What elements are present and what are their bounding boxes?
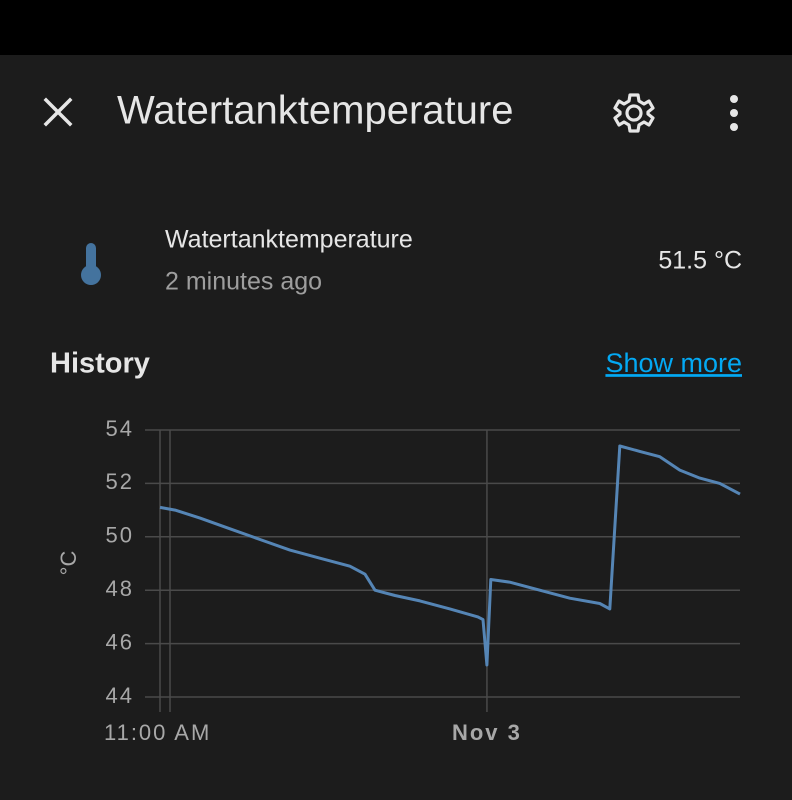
y-tick-label: 46 xyxy=(106,629,134,654)
close-button[interactable] xyxy=(43,97,73,127)
y-tick-label: 50 xyxy=(106,523,134,548)
x-tick-label: 11:00 AM xyxy=(104,720,211,745)
y-tick-label: 54 xyxy=(106,416,134,441)
entity-state: 51.5 °C xyxy=(658,247,742,275)
status-bar xyxy=(0,0,792,55)
y-tick-label: 44 xyxy=(106,683,134,708)
show-more-link[interactable]: Show more xyxy=(605,348,742,378)
dialog xyxy=(0,55,792,800)
y-tick-label: 48 xyxy=(106,576,134,601)
y-tick-label: 52 xyxy=(106,469,134,494)
dialog-title: Watertanktemperature xyxy=(117,89,513,133)
data-line xyxy=(159,444,741,667)
section-title: History xyxy=(50,348,150,380)
menu-button[interactable] xyxy=(730,95,738,131)
y-axis-label: °C xyxy=(56,551,81,576)
entity-last-changed: 2 minutes ago xyxy=(165,268,322,296)
entity-name[interactable]: Watertanktemperature xyxy=(165,226,413,254)
thermometer-icon xyxy=(81,243,101,285)
x-tick-label: Nov 3 xyxy=(452,720,522,745)
settings-button[interactable] xyxy=(613,93,655,133)
